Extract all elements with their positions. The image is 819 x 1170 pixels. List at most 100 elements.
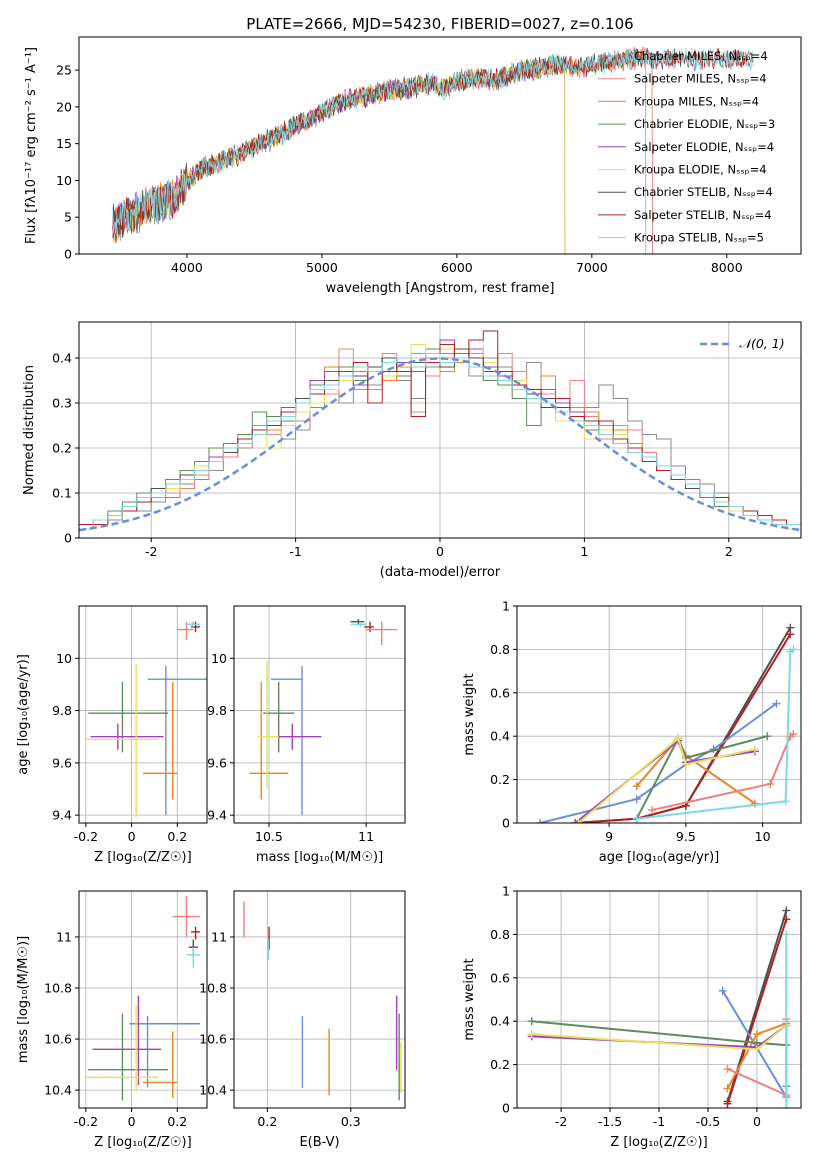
error-bar-point [191, 926, 201, 940]
x-tick-label: 4000 [171, 260, 203, 275]
error-bar-point [92, 995, 162, 1086]
plot-area [79, 891, 207, 1108]
y-tick-label: 0.3 [52, 396, 72, 411]
model-spectrum-line [112, 47, 754, 235]
x-axis-label: mass [log₁₀(M/M☉)] [256, 850, 383, 865]
error-bar-point [90, 723, 164, 750]
legend-label: Salpeter MILES, Nₛₛₚ=4 [634, 72, 767, 86]
weight-marker [632, 795, 641, 804]
weight-marker [723, 1084, 732, 1093]
error-bar-point [85, 1005, 159, 1091]
y-axis-label: Flux [fλ10⁻¹⁷ erg cm⁻² s⁻¹ A⁻¹] [24, 47, 39, 244]
weight-marker [681, 760, 690, 769]
weight-marker [750, 745, 759, 754]
x-tick-label: 9.5 [676, 829, 696, 844]
y-tick-label: 0 [502, 1101, 510, 1116]
y-tick-label: 0.4 [52, 351, 72, 366]
y-tick-label: 10 [56, 173, 72, 188]
error-bar-point [172, 896, 201, 937]
axes-frame [78, 605, 208, 824]
x-tick-label: 0 [753, 1114, 761, 1129]
x-tick-label: 0.3 [341, 1114, 361, 1129]
legend-label: Salpeter ELODIE, Nₛₛₚ=4 [634, 140, 774, 154]
y-tick-label: 0.6 [490, 970, 510, 985]
legend-label: Kroupa STELIB, Nₛₛₚ=5 [634, 231, 764, 245]
x-tick-label: -2 [555, 1114, 567, 1129]
x-tick-label: -0.5 [696, 1114, 720, 1129]
x-tick-label: 0.2 [167, 1114, 187, 1129]
weight-line [635, 736, 756, 805]
x-tick-label: 2 [725, 544, 733, 559]
legend-label: Kroupa ELODIE, Nₛₛₚ=4 [634, 163, 767, 177]
x-tick-label: 0.2 [257, 1114, 277, 1129]
error-bar-point [88, 1013, 169, 1101]
gaussian-curve [79, 357, 801, 532]
x-tick-label: -1.5 [598, 1114, 622, 1129]
weight-line [539, 702, 777, 823]
weight-marker [574, 819, 583, 823]
error-bar-point [278, 723, 322, 750]
y-tick-label: 0 [64, 531, 72, 546]
error-bar-point [143, 1031, 178, 1098]
y-tick-label: 9.6 [207, 755, 227, 770]
y-tick-label: 0.4 [490, 1014, 510, 1029]
error-bar-point [350, 619, 365, 625]
weight-marker [632, 782, 641, 791]
weight-marker [527, 1030, 536, 1039]
x-tick-label: 0 [128, 1114, 136, 1129]
chart-z-mass: -0.2 0 0.2 10.4 10.6 10.8 11 Z [log₁₀(Z/Z☉)] mas… [16, 890, 208, 1150]
chart-residuals: -2 -1 0 1 2 0 0.1 0.2 0.3 0.4 (data-model)/error No… [22, 321, 802, 580]
y-tick-label: 10.4 [44, 1083, 72, 1098]
plot-area [112, 46, 754, 254]
model-spectrum-line [112, 46, 647, 254]
x-tick-label: 11 [358, 829, 374, 844]
weight-marker [674, 734, 683, 743]
y-tick-label: 1 [502, 884, 510, 899]
error-bar-point [270, 666, 303, 816]
chart-z-age: -0.2 0 0.2 9.4 9.6 9.8 10 Z [log₁₀(Z/Z☉)] age [l… [16, 605, 208, 865]
model-spectrum-line [112, 48, 653, 254]
y-axis-label: Normed distribution [22, 365, 37, 495]
weight-line [636, 648, 794, 820]
x-axis-label: E(B-V) [299, 1135, 339, 1150]
plot-area [234, 891, 405, 1108]
x-tick-label: -0.2 [74, 1114, 98, 1129]
error-bar-point [186, 621, 201, 627]
marks [79, 330, 801, 532]
y-tick-label: 20 [56, 99, 72, 114]
weight-marker [752, 1045, 761, 1054]
y-tick-label: 25 [56, 63, 72, 78]
y-tick-label: 0.6 [490, 685, 510, 700]
y-tick-label: 0.8 [490, 642, 510, 657]
y-axis-label: mass weight [462, 673, 477, 755]
error-bar-point [366, 621, 398, 646]
weight-marker [781, 797, 790, 806]
plot-area [517, 890, 801, 1109]
error-bar-point [85, 663, 159, 818]
error-bar-point [88, 681, 169, 753]
error-bar-point [186, 947, 201, 968]
x-tick-label: -1 [653, 1114, 665, 1129]
y-tick-label: 9.8 [207, 703, 227, 718]
y-tick-label: 10.6 [199, 1032, 227, 1047]
y-tick-label: 10.4 [199, 1083, 227, 1098]
x-tick-label: 0 [436, 544, 444, 559]
weight-marker [723, 1099, 732, 1108]
weight-line [651, 733, 794, 811]
weight-marker [763, 732, 772, 741]
y-tick-label: 1 [502, 599, 510, 614]
x-tick-label: -2 [145, 544, 157, 559]
y-tick-label: 11 [211, 929, 227, 944]
x-tick-label: 0.2 [167, 829, 187, 844]
y-axis-label: age [log₁₀(age/yr)] [16, 654, 31, 775]
y-tick-label: 0.8 [490, 927, 510, 942]
legend-label: Salpeter STELIB, Nₛₛₚ=4 [634, 208, 772, 222]
x-tick-label: -1 [289, 544, 301, 559]
y-tick-label: 9.4 [52, 808, 72, 823]
y-tick-label: 0 [64, 247, 72, 262]
y-axis-label: mass [log₁₀(M/M☉)] [16, 936, 31, 1063]
marks [243, 901, 402, 1101]
marks [85, 621, 207, 818]
legend: 𝒩(0, 1) [700, 336, 785, 351]
